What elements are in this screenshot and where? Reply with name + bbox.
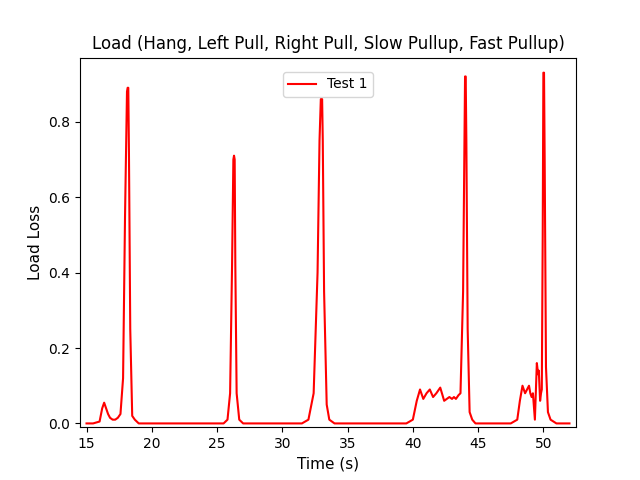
Test 1 bbox=[236, 417, 243, 422]
Test 1 bbox=[433, 390, 440, 396]
Test 1 bbox=[521, 390, 529, 396]
Legend: Test 1: Test 1 bbox=[283, 72, 373, 97]
Test 1 bbox=[472, 420, 479, 426]
Test 1 bbox=[566, 420, 573, 426]
Test 1 bbox=[141, 420, 149, 426]
Test 1 bbox=[531, 417, 539, 422]
Test 1 bbox=[540, 70, 547, 75]
Test 1 bbox=[83, 420, 90, 426]
Line: Test 1: Test 1 bbox=[86, 72, 570, 423]
Title: Load (Hang, Left Pull, Right Pull, Slow Pullup, Fast Pullup): Load (Hang, Left Pull, Right Pull, Slow … bbox=[92, 35, 564, 53]
Y-axis label: Load Loss: Load Loss bbox=[28, 205, 43, 280]
X-axis label: Time (s): Time (s) bbox=[297, 456, 359, 471]
